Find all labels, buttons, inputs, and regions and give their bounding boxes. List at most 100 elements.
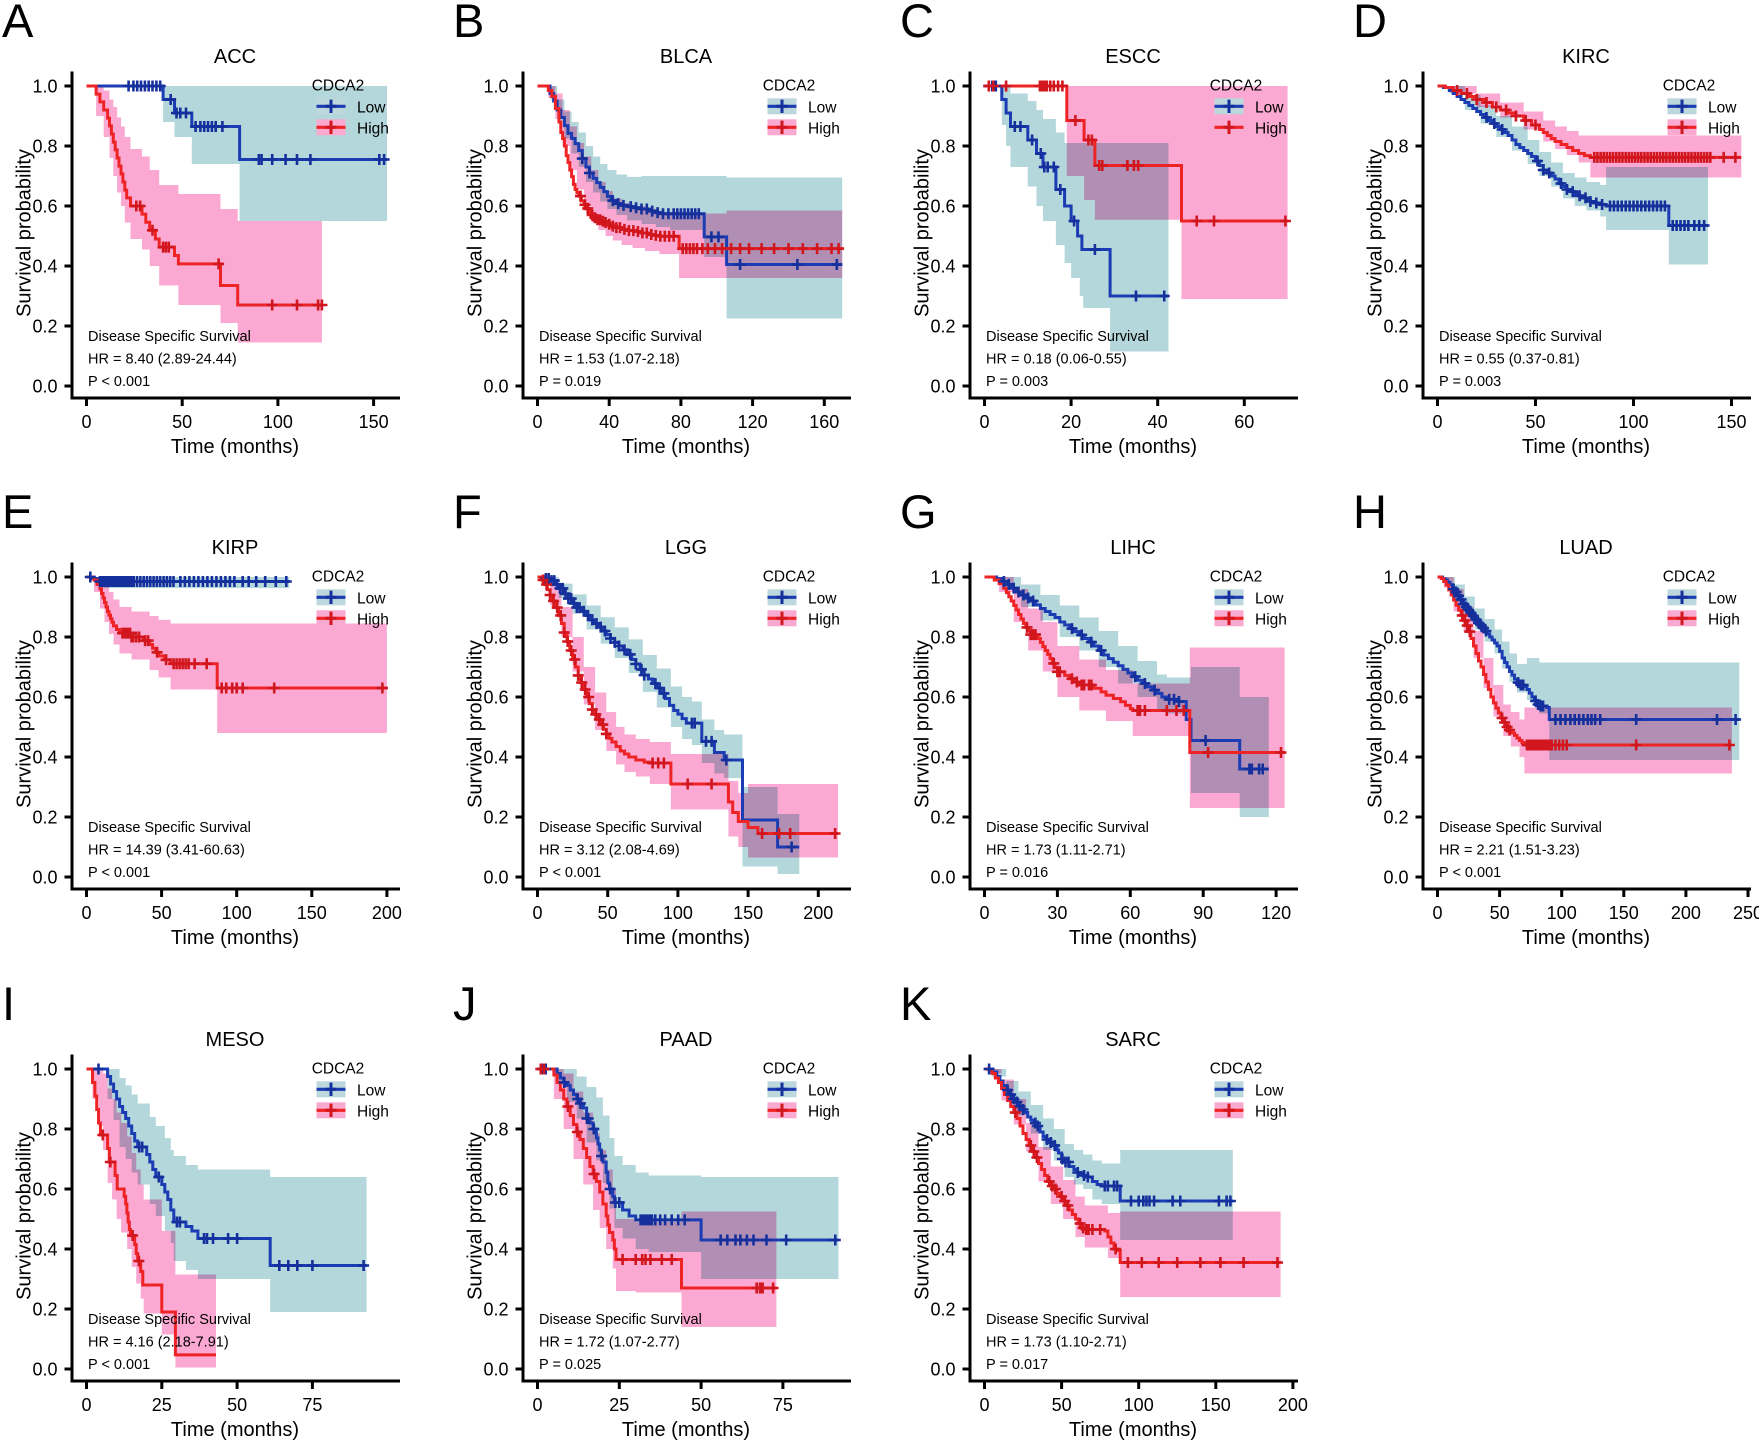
svg-text:90: 90 xyxy=(1193,903,1213,923)
svg-text:0.8: 0.8 xyxy=(32,628,57,648)
svg-text:200: 200 xyxy=(1671,903,1701,923)
svg-text:P = 0.017: P = 0.017 xyxy=(986,1357,1048,1373)
svg-text:100: 100 xyxy=(263,412,293,432)
svg-text:CDCA2: CDCA2 xyxy=(1210,78,1263,95)
svg-text:0.4: 0.4 xyxy=(32,748,57,768)
svg-text:Time (months): Time (months) xyxy=(1069,1419,1197,1440)
svg-text:P < 0.001: P < 0.001 xyxy=(88,865,150,881)
svg-text:Time (months): Time (months) xyxy=(622,1419,750,1440)
svg-text:1.0: 1.0 xyxy=(32,77,57,97)
svg-text:Time (months): Time (months) xyxy=(171,436,299,458)
svg-text:100: 100 xyxy=(222,903,252,923)
svg-text:200: 200 xyxy=(372,903,402,923)
svg-text:0.4: 0.4 xyxy=(930,748,955,768)
svg-text:0.6: 0.6 xyxy=(32,1180,57,1200)
svg-text:25: 25 xyxy=(152,1395,172,1415)
svg-text:0.8: 0.8 xyxy=(1383,137,1408,157)
svg-text:80: 80 xyxy=(671,412,691,432)
svg-text:HR = 1.73 (1.11-2.71): HR = 1.73 (1.11-2.71) xyxy=(986,843,1126,859)
svg-text:Disease Specific Survival: Disease Specific Survival xyxy=(88,1312,251,1328)
svg-text:P = 0.016: P = 0.016 xyxy=(986,865,1048,881)
svg-text:50: 50 xyxy=(1052,1395,1072,1415)
svg-text:Survival probability: Survival probability xyxy=(14,640,36,808)
svg-text:PAAD: PAAD xyxy=(660,1029,713,1051)
svg-text:Disease Specific Survival: Disease Specific Survival xyxy=(539,820,702,836)
svg-text:150: 150 xyxy=(297,903,327,923)
svg-text:200: 200 xyxy=(1278,1395,1308,1415)
svg-text:High: High xyxy=(1255,121,1287,138)
svg-text:Survival probability: Survival probability xyxy=(1365,640,1387,808)
svg-text:KIRP: KIRP xyxy=(212,537,259,559)
svg-text:High: High xyxy=(1255,612,1287,629)
svg-text:Low: Low xyxy=(1255,100,1284,117)
svg-text:High: High xyxy=(357,121,389,138)
svg-text:50: 50 xyxy=(1490,903,1510,923)
svg-text:0: 0 xyxy=(1432,903,1442,923)
svg-text:0.0: 0.0 xyxy=(32,1360,57,1380)
svg-text:0.8: 0.8 xyxy=(483,1120,508,1140)
svg-text:100: 100 xyxy=(1124,1395,1154,1415)
svg-text:H: H xyxy=(1353,485,1387,538)
svg-text:0.2: 0.2 xyxy=(930,317,955,337)
svg-text:0.6: 0.6 xyxy=(930,688,955,708)
svg-text:1.0: 1.0 xyxy=(32,568,57,588)
svg-text:Low: Low xyxy=(357,100,386,117)
svg-text:Survival probability: Survival probability xyxy=(14,149,36,317)
svg-text:0.2: 0.2 xyxy=(1383,317,1408,337)
svg-text:CDCA2: CDCA2 xyxy=(312,1061,365,1078)
svg-text:0.8: 0.8 xyxy=(1383,628,1408,648)
svg-text:1.0: 1.0 xyxy=(930,1060,955,1080)
svg-text:1.0: 1.0 xyxy=(483,568,508,588)
svg-text:CDCA2: CDCA2 xyxy=(312,78,365,95)
svg-text:50: 50 xyxy=(1525,412,1545,432)
svg-text:0.6: 0.6 xyxy=(32,197,57,217)
svg-text:0.2: 0.2 xyxy=(930,1300,955,1320)
svg-text:HR = 4.16 (2.18-7.91): HR = 4.16 (2.18-7.91) xyxy=(88,1335,229,1351)
svg-text:Low: Low xyxy=(808,591,837,608)
svg-text:0.6: 0.6 xyxy=(483,197,508,217)
svg-text:0.4: 0.4 xyxy=(483,1240,508,1260)
svg-text:Time (months): Time (months) xyxy=(171,1419,299,1440)
svg-text:0.8: 0.8 xyxy=(930,628,955,648)
svg-text:Low: Low xyxy=(1708,591,1737,608)
svg-text:150: 150 xyxy=(1609,903,1639,923)
svg-text:P < 0.001: P < 0.001 xyxy=(88,1357,150,1373)
svg-text:High: High xyxy=(357,1104,389,1121)
svg-text:0.0: 0.0 xyxy=(930,868,955,888)
svg-text:50: 50 xyxy=(227,1395,247,1415)
svg-text:0.6: 0.6 xyxy=(1383,688,1408,708)
svg-text:Survival probability: Survival probability xyxy=(14,1132,36,1300)
svg-text:0: 0 xyxy=(532,903,542,923)
svg-text:20: 20 xyxy=(1061,412,1081,432)
svg-text:Survival probability: Survival probability xyxy=(912,1132,934,1300)
svg-text:Disease Specific Survival: Disease Specific Survival xyxy=(1439,329,1602,345)
svg-text:1.0: 1.0 xyxy=(930,77,955,97)
svg-text:Low: Low xyxy=(357,591,386,608)
svg-text:1.0: 1.0 xyxy=(483,77,508,97)
svg-text:200: 200 xyxy=(803,903,833,923)
svg-text:Time (months): Time (months) xyxy=(1522,436,1650,458)
svg-text:0.4: 0.4 xyxy=(483,257,508,277)
svg-text:0: 0 xyxy=(81,903,91,923)
svg-text:150: 150 xyxy=(359,412,389,432)
svg-text:I: I xyxy=(2,977,15,1030)
svg-text:160: 160 xyxy=(809,412,839,432)
svg-text:120: 120 xyxy=(1261,903,1291,923)
svg-text:Survival probability: Survival probability xyxy=(465,1132,487,1300)
svg-text:P = 0.025: P = 0.025 xyxy=(539,1357,601,1373)
svg-text:0.0: 0.0 xyxy=(483,1360,508,1380)
svg-text:Disease Specific Survival: Disease Specific Survival xyxy=(986,1312,1149,1328)
svg-text:HR = 0.55 (0.37-0.81): HR = 0.55 (0.37-0.81) xyxy=(1439,352,1580,368)
svg-text:B: B xyxy=(453,0,484,47)
svg-text:MESO: MESO xyxy=(206,1029,265,1051)
svg-text:0.2: 0.2 xyxy=(930,808,955,828)
svg-text:0.2: 0.2 xyxy=(483,808,508,828)
svg-text:0.8: 0.8 xyxy=(930,1120,955,1140)
svg-text:0.8: 0.8 xyxy=(32,1120,57,1140)
svg-text:0.6: 0.6 xyxy=(32,688,57,708)
svg-text:High: High xyxy=(808,121,840,138)
svg-text:High: High xyxy=(1708,121,1740,138)
svg-text:P = 0.003: P = 0.003 xyxy=(986,374,1048,390)
svg-text:P < 0.001: P < 0.001 xyxy=(1439,865,1501,881)
svg-text:1.0: 1.0 xyxy=(930,568,955,588)
